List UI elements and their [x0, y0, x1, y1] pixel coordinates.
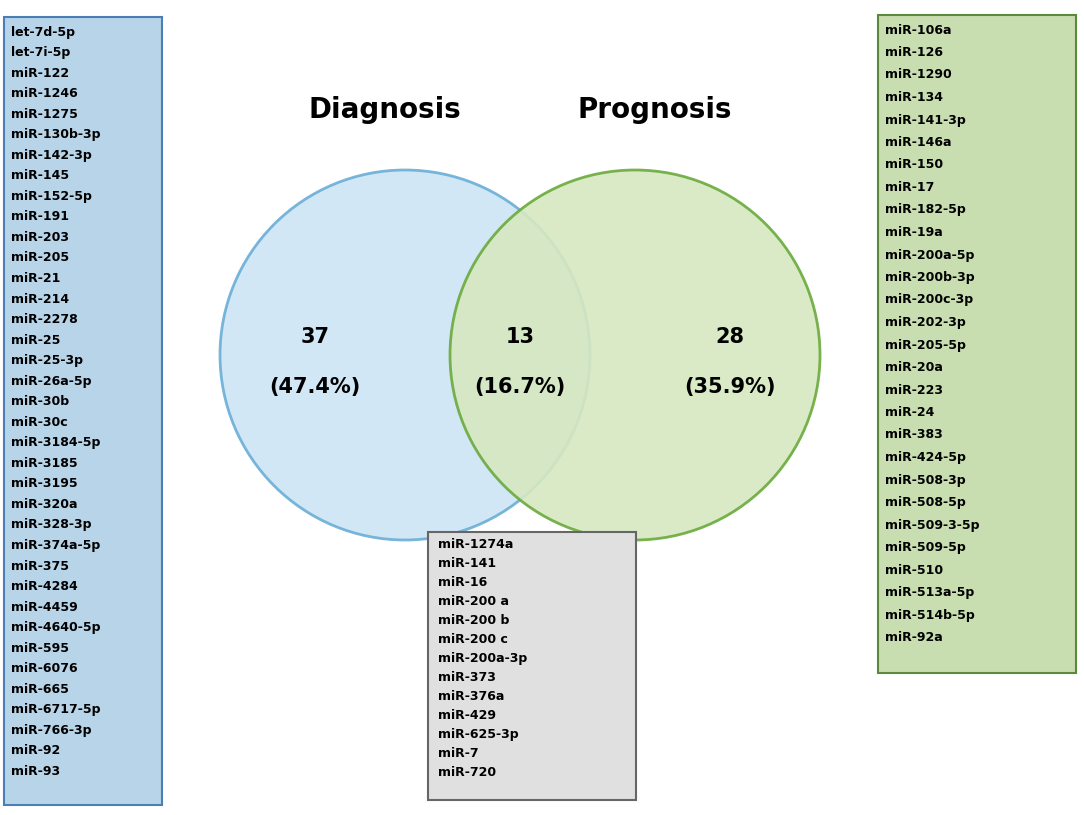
- Text: miR-3184-5p: miR-3184-5p: [11, 436, 101, 449]
- Text: miR-152-5p: miR-152-5p: [11, 190, 92, 203]
- Text: miR-92: miR-92: [11, 744, 61, 757]
- Text: Prognosis: Prognosis: [578, 96, 733, 124]
- Text: miR-3185: miR-3185: [11, 457, 78, 470]
- FancyBboxPatch shape: [4, 17, 162, 805]
- Text: miR-20a: miR-20a: [885, 361, 943, 374]
- Text: miR-514b-5p: miR-514b-5p: [885, 609, 975, 622]
- Text: miR-30b: miR-30b: [11, 395, 69, 408]
- Text: miR-200a-5p: miR-200a-5p: [885, 249, 975, 262]
- Text: miR-766-3p: miR-766-3p: [11, 724, 91, 737]
- Text: miR-200 b: miR-200 b: [438, 615, 509, 628]
- Text: miR-509-5p: miR-509-5p: [885, 541, 966, 554]
- Text: miR-509-3-5p: miR-509-3-5p: [885, 518, 980, 531]
- FancyBboxPatch shape: [428, 532, 636, 800]
- Text: miR-374a-5p: miR-374a-5p: [11, 539, 100, 552]
- Text: miR-510: miR-510: [885, 563, 943, 576]
- Text: miR-126: miR-126: [885, 46, 943, 59]
- Text: miR-122: miR-122: [11, 67, 69, 80]
- Text: miR-142-3p: miR-142-3p: [11, 149, 92, 161]
- Text: miR-3195: miR-3195: [11, 478, 78, 491]
- Text: miR-595: miR-595: [11, 641, 69, 654]
- Text: miR-92a: miR-92a: [885, 631, 943, 644]
- FancyBboxPatch shape: [878, 15, 1076, 673]
- Text: (47.4%): (47.4%): [270, 377, 361, 397]
- Text: miR-200 c: miR-200 c: [438, 633, 508, 646]
- Text: miR-19a: miR-19a: [885, 226, 943, 239]
- Text: miR-2278: miR-2278: [11, 313, 78, 326]
- Text: miR-141: miR-141: [438, 557, 496, 570]
- Text: miR-223: miR-223: [885, 384, 943, 397]
- Text: Diagnosis: Diagnosis: [309, 96, 462, 124]
- Text: miR-4284: miR-4284: [11, 580, 78, 593]
- Text: miR-191: miR-191: [11, 210, 69, 223]
- Text: let-7d-5p: let-7d-5p: [11, 25, 75, 38]
- Text: miR-200 a: miR-200 a: [438, 595, 509, 608]
- Text: miR-205: miR-205: [11, 252, 69, 264]
- Text: miR-7: miR-7: [438, 747, 479, 760]
- Circle shape: [220, 170, 590, 540]
- Text: miR-508-5p: miR-508-5p: [885, 496, 966, 509]
- Text: miR-17: miR-17: [885, 181, 934, 194]
- Text: miR-200a-3p: miR-200a-3p: [438, 652, 527, 665]
- Text: miR-182-5p: miR-182-5p: [885, 204, 966, 217]
- Text: miR-203: miR-203: [11, 231, 69, 244]
- Text: miR-625-3p: miR-625-3p: [438, 728, 518, 741]
- Text: (16.7%): (16.7%): [475, 377, 566, 397]
- Text: miR-106a: miR-106a: [885, 24, 952, 37]
- Text: miR-373: miR-373: [438, 671, 495, 684]
- Text: miR-320a: miR-320a: [11, 498, 77, 511]
- Text: miR-21: miR-21: [11, 272, 61, 285]
- Text: 28: 28: [715, 327, 745, 347]
- Text: miR-513a-5p: miR-513a-5p: [885, 586, 975, 599]
- Text: 37: 37: [300, 327, 330, 347]
- Circle shape: [450, 170, 820, 540]
- Text: miR-1246: miR-1246: [11, 87, 78, 100]
- Text: miR-130b-3p: miR-130b-3p: [11, 128, 101, 141]
- Text: miR-134: miR-134: [885, 91, 943, 104]
- Text: miR-30c: miR-30c: [11, 416, 67, 429]
- Text: miR-375: miR-375: [11, 560, 69, 573]
- Text: miR-24: miR-24: [885, 406, 934, 419]
- Text: miR-205-5p: miR-205-5p: [885, 338, 966, 351]
- Text: miR-328-3p: miR-328-3p: [11, 518, 91, 531]
- Text: miR-383: miR-383: [885, 429, 943, 442]
- Text: miR-1274a: miR-1274a: [438, 539, 514, 552]
- Text: miR-16: miR-16: [438, 576, 487, 589]
- Text: miR-214: miR-214: [11, 293, 69, 306]
- Text: miR-376a: miR-376a: [438, 689, 504, 703]
- Text: miR-150: miR-150: [885, 158, 943, 171]
- Text: miR-93: miR-93: [11, 765, 60, 778]
- Text: miR-4459: miR-4459: [11, 601, 78, 614]
- Text: miR-200c-3p: miR-200c-3p: [885, 293, 973, 306]
- Text: miR-145: miR-145: [11, 170, 69, 183]
- Text: miR-202-3p: miR-202-3p: [885, 316, 966, 329]
- Text: miR-25-3p: miR-25-3p: [11, 355, 83, 367]
- Text: miR-200b-3p: miR-200b-3p: [885, 271, 975, 284]
- Text: miR-665: miR-665: [11, 683, 69, 696]
- Text: 13: 13: [505, 327, 534, 347]
- Text: miR-26a-5p: miR-26a-5p: [11, 375, 91, 388]
- Text: miR-141-3p: miR-141-3p: [885, 113, 966, 126]
- Text: miR-1290: miR-1290: [885, 68, 952, 82]
- Text: miR-429: miR-429: [438, 709, 496, 722]
- Text: miR-6076: miR-6076: [11, 663, 78, 676]
- Text: miR-6717-5p: miR-6717-5p: [11, 703, 101, 716]
- Text: miR-1275: miR-1275: [11, 108, 78, 121]
- Text: miR-720: miR-720: [438, 765, 496, 778]
- Text: miR-4640-5p: miR-4640-5p: [11, 621, 101, 634]
- Text: (35.9%): (35.9%): [684, 377, 776, 397]
- Text: miR-25: miR-25: [11, 333, 61, 346]
- Text: let-7i-5p: let-7i-5p: [11, 46, 70, 59]
- Text: miR-146a: miR-146a: [885, 136, 952, 149]
- Text: miR-424-5p: miR-424-5p: [885, 451, 966, 464]
- Text: miR-508-3p: miR-508-3p: [885, 474, 966, 487]
